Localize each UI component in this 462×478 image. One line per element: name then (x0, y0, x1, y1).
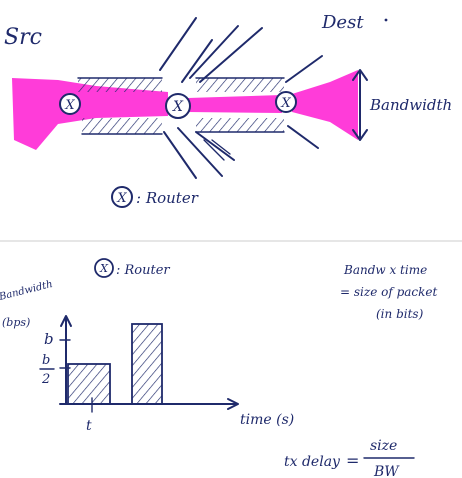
bar-half-bandwidth (67, 363, 111, 405)
router-middle: X (165, 93, 191, 119)
branch-link (285, 55, 323, 83)
bar-full-bandwidth (131, 323, 163, 405)
formula-lhs: tx delay (284, 454, 341, 470)
note-line-3: (in bits) (376, 307, 424, 321)
branch-link (181, 39, 213, 83)
channel-wall-bottom-right (196, 118, 284, 132)
bandwidth-label: Bandwidth (369, 96, 452, 114)
legend-router-text: : Router (136, 189, 199, 207)
y-tick-b: b (44, 330, 54, 348)
dest-label: Dest (321, 12, 364, 33)
router-symbol: X (280, 96, 291, 111)
branch-link (199, 27, 263, 83)
y-axis-unit: (bps) (2, 316, 30, 329)
legend-router-symbol: X (116, 191, 127, 206)
formula-equals: = (346, 451, 359, 470)
legend-router-text: : Router (116, 263, 170, 278)
branch-link (177, 127, 223, 177)
middle-link-highlight (188, 95, 282, 113)
router-legend-bottom: X : Router (94, 258, 170, 278)
bandwidth-arrow (352, 69, 368, 141)
y-axis-label: Bandwidth (0, 279, 54, 303)
note-line-1: Bandw x time (343, 263, 427, 277)
x-axis-arrowhead (227, 398, 239, 410)
source-link-highlight (12, 78, 168, 150)
channel-wall-bottom-left (82, 118, 162, 134)
channel-wall-top-right (196, 78, 284, 92)
network-diagram: Src Dest X X (4, 12, 452, 208)
dest-link-highlight (292, 70, 358, 140)
branch-hatch (203, 139, 231, 161)
router-dest: X (275, 91, 297, 113)
formula-denominator: BW (373, 464, 400, 478)
x-axis-label: time (s) (240, 412, 294, 428)
source-label: Src (4, 25, 42, 50)
bandwidth-time-sketch: X : Router Bandw x time = size of packet… (0, 258, 438, 478)
dest-dot (384, 18, 388, 22)
legend-router-symbol: X (99, 262, 109, 275)
branch-link (163, 131, 197, 179)
router-symbol: X (64, 98, 75, 113)
note-line-2: = size of packet (340, 285, 438, 299)
branch-link (287, 125, 319, 149)
router-source: X (59, 93, 81, 115)
formula-numerator: size (370, 438, 397, 454)
router-legend-top: X : Router (111, 186, 199, 208)
channel-wall-top-left (78, 78, 162, 92)
y-tick-half-denominator: 2 (41, 372, 50, 387)
branch-link (189, 25, 239, 79)
branch-link (195, 131, 235, 161)
x-tick-t: t (86, 418, 92, 434)
y-axis-arrowhead (60, 315, 72, 327)
branch-link (159, 17, 197, 71)
router-symbol: X (172, 99, 184, 115)
y-tick-half-numerator: b (42, 353, 50, 368)
